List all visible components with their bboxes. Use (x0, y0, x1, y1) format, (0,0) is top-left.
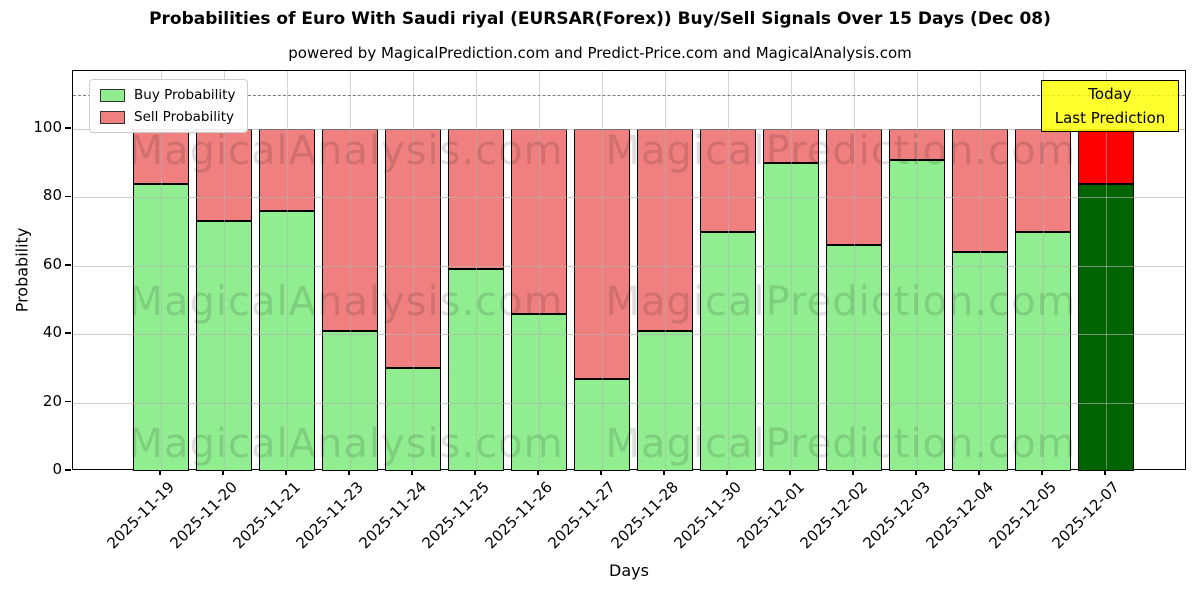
y-tick-mark (65, 332, 71, 334)
legend: Buy Probability Sell Probability (89, 79, 249, 133)
y-tick-mark (65, 127, 71, 129)
y-tick-label: 60 (42, 254, 62, 273)
chart-subtitle: powered by MagicalPrediction.com and Pre… (288, 44, 912, 62)
x-tick-mark (1104, 470, 1106, 475)
vertical-gridline (476, 71, 477, 469)
vertical-gridline (854, 71, 855, 469)
x-tick-label: 2025-12-03 (859, 478, 934, 553)
horizontal-gridline (73, 265, 1185, 267)
dashed-threshold-line (73, 94, 1185, 96)
x-tick-mark (285, 470, 287, 475)
x-tick-label: 2025-11-20 (166, 478, 241, 553)
sell-color-swatch-icon (100, 110, 125, 124)
today-annotation-line1: Today (1088, 85, 1132, 103)
vertical-gridline (413, 71, 414, 469)
horizontal-gridline (73, 402, 1185, 404)
y-tick-mark (65, 195, 71, 198)
vertical-gridline (917, 71, 918, 469)
x-tick-mark (411, 470, 413, 475)
x-tick-label: 2025-11-28 (607, 478, 682, 553)
x-tick-label: 2025-12-02 (796, 478, 871, 553)
today-annotation-box: Today Last Prediction (1041, 80, 1179, 132)
y-tick-label: 40 (42, 323, 62, 342)
x-tick-mark (159, 470, 161, 475)
horizontal-gridline (73, 129, 1185, 131)
x-tick-label: 2025-11-25 (418, 478, 493, 553)
x-tick-mark (222, 470, 224, 475)
x-tick-label: 2025-11-27 (544, 478, 619, 553)
watermark-text: MagicalPrediction.com (605, 128, 1077, 174)
y-tick-mark (65, 469, 71, 471)
y-tick-label: 80 (42, 186, 62, 205)
vertical-gridline (665, 71, 666, 469)
vertical-gridline (1106, 71, 1107, 469)
x-tick-mark (726, 470, 728, 475)
y-tick-mark (65, 264, 71, 266)
y-tick-mark (65, 400, 71, 403)
x-axis-label: Days (609, 561, 649, 580)
today-annotation-line2: Last Prediction (1054, 109, 1166, 127)
vertical-gridline (602, 71, 603, 469)
x-tick-label: 2025-11-26 (481, 478, 556, 553)
legend-item-buy: Buy Probability (100, 87, 235, 103)
watermark-text: MagicalAnalysis.com (128, 279, 564, 325)
x-tick-label: 2025-12-01 (733, 478, 808, 553)
x-tick-mark (852, 470, 854, 475)
x-tick-mark (1041, 470, 1043, 475)
vertical-gridline (791, 71, 792, 469)
x-tick-label: 2025-11-30 (670, 478, 745, 553)
y-tick-label: 20 (42, 391, 62, 410)
x-tick-label: 2025-11-21 (229, 478, 304, 553)
x-tick-label: 2025-11-23 (292, 478, 367, 553)
vertical-gridline (161, 71, 162, 469)
x-tick-label: 2025-11-24 (355, 478, 430, 553)
watermark-text: MagicalAnalysis.com (128, 421, 564, 467)
x-tick-mark (978, 470, 980, 475)
y-tick-label: 0 (52, 460, 62, 478)
vertical-gridline (1043, 71, 1044, 469)
x-tick-label: 2025-12-05 (985, 478, 1060, 553)
x-tick-mark (789, 470, 791, 475)
vertical-gridline (224, 71, 225, 469)
vertical-gridline (350, 71, 351, 469)
x-tick-mark (915, 470, 917, 475)
watermark-text: MagicalAnalysis.com (128, 128, 564, 174)
plot-area: Buy Probability Sell Probability Today L… (72, 70, 1186, 471)
chart-title: Probabilities of Euro With Saudi riyal (… (149, 9, 1051, 29)
x-tick-label: 2025-12-07 (1048, 478, 1123, 553)
y-tick-label: 100 (33, 118, 62, 137)
x-tick-mark (663, 470, 665, 475)
x-tick-label: 2025-12-04 (922, 478, 997, 553)
vertical-gridline (287, 71, 288, 469)
watermark-text: MagicalPrediction.com (605, 421, 1077, 467)
horizontal-gridline (73, 334, 1185, 336)
x-tick-label: 2025-11-19 (103, 478, 178, 553)
legend-item-sell: Sell Probability (100, 109, 235, 125)
horizontal-gridline (73, 197, 1185, 199)
vertical-gridline (980, 71, 981, 469)
watermark-text: MagicalPrediction.com (605, 279, 1077, 325)
legend-label-sell: Sell Probability (134, 109, 235, 125)
legend-label-buy: Buy Probability (134, 87, 236, 103)
x-tick-mark (600, 470, 602, 475)
x-tick-mark (348, 470, 350, 475)
vertical-gridline (539, 71, 540, 469)
buy-color-swatch-icon (100, 88, 125, 102)
x-tick-mark (537, 470, 539, 475)
x-tick-mark (474, 470, 476, 475)
vertical-gridline (728, 71, 729, 469)
